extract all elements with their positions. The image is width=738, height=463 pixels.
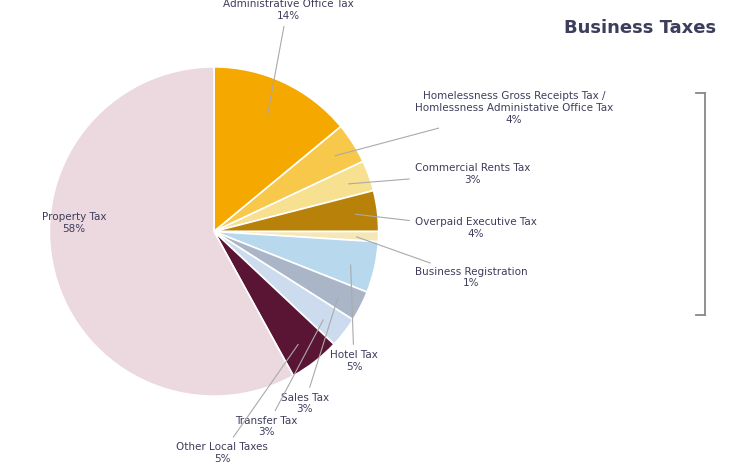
Wedge shape [214,232,379,292]
Wedge shape [49,67,293,396]
Wedge shape [214,191,379,232]
Text: Hotel Tax
5%: Hotel Tax 5% [330,265,378,372]
Text: Commercial Rents Tax
3%: Commercial Rents Tax 3% [348,163,530,185]
Text: Homelessness Gross Receipts Tax /
Homlessness Administative Office Tax
4%: Homelessness Gross Receipts Tax / Homles… [335,91,613,156]
Wedge shape [214,232,353,344]
Text: Overpaid Executive Tax
4%: Overpaid Executive Tax 4% [356,214,537,239]
Text: Transfer Tax
3%: Transfer Tax 3% [235,320,323,438]
Text: Gross Reciepts Tax /
Administrative Office Tax
14%: Gross Reciepts Tax / Administrative Offi… [223,0,354,117]
Wedge shape [214,232,367,320]
Wedge shape [214,126,363,232]
Text: Business Taxes: Business Taxes [564,19,716,37]
Wedge shape [214,232,379,242]
Text: Business Registration
1%: Business Registration 1% [356,237,528,288]
Wedge shape [214,67,341,232]
Text: Sales Tax
3%: Sales Tax 3% [280,298,338,414]
Text: Property Tax
58%: Property Tax 58% [42,213,106,234]
Wedge shape [214,232,334,376]
Wedge shape [214,162,373,232]
Text: Other Local Taxes
5%: Other Local Taxes 5% [176,344,298,463]
